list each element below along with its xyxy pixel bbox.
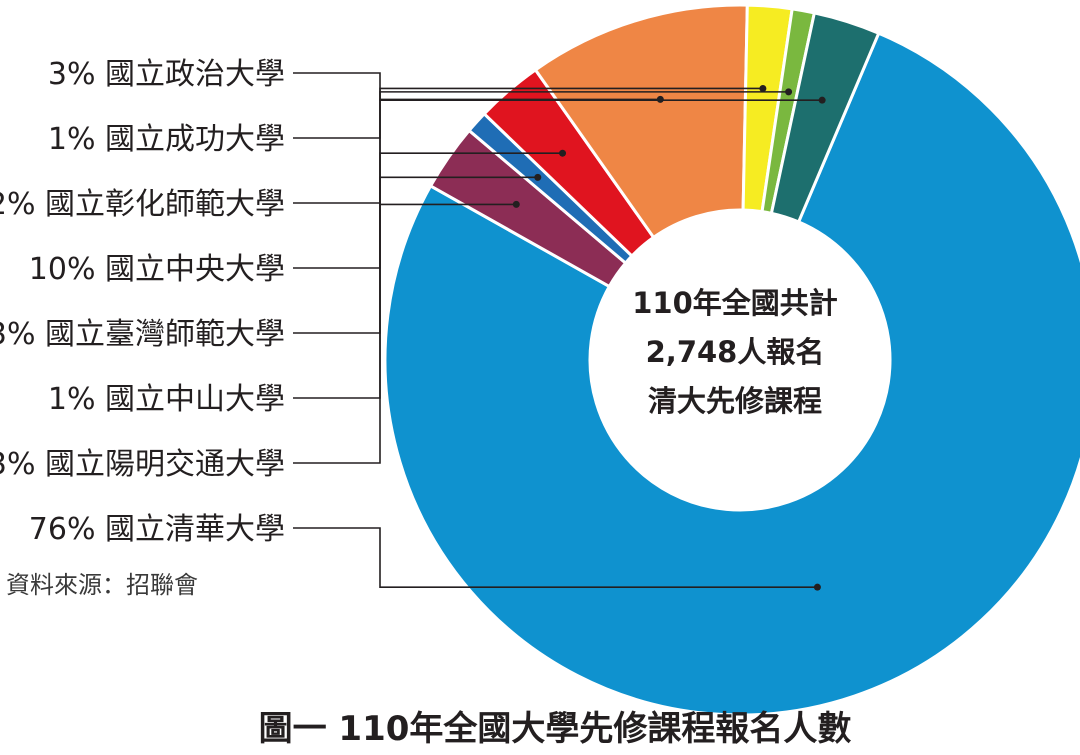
donut-slices (383, 3, 1080, 717)
slice-label-3: 10% 國立中央大學 (29, 252, 285, 287)
slice-label-0: 3% 國立政治大學 (48, 57, 285, 92)
leader-dot-3 (656, 95, 664, 103)
center-text-line-1: 110年全國共計 (632, 286, 838, 320)
slice-label-2: 2% 國立彰化師範大學 (0, 187, 285, 222)
center-text-line-2: 2,748人報名 (646, 335, 825, 369)
leader-dot-6 (512, 200, 520, 208)
donut-slice-4 (533, 3, 749, 240)
slice-label-4: 3% 國立臺灣師範大學 (0, 317, 285, 352)
slice-label-5: 1% 國立中山大學 (48, 382, 285, 417)
donut-slice-0 (383, 31, 1080, 717)
slice-labels: 3% 國立政治大學 1% 國立成功大學 2% 國立彰化師範大學 10% 國立中央大學 3… (0, 57, 285, 547)
chart-title: 圖一 110年全國大學先修課程報名人數 (259, 709, 852, 749)
slice-label-1: 1% 國立成功大學 (48, 122, 285, 157)
slice-label-7: 76% 國立清華大學 (29, 512, 285, 547)
source-note: 資料來源：招聯會 (6, 571, 198, 599)
leader-line-6 (293, 203, 517, 464)
slice-label-6: 3% 國立陽明交通大學 (0, 447, 285, 482)
center-text-line-3: 清大先修課程 (648, 384, 822, 418)
donut-slice-7 (769, 11, 881, 224)
leader-dot-4 (559, 149, 567, 157)
leader-dot-7 (813, 583, 821, 591)
leader-lines (293, 72, 826, 591)
leader-dot-0 (818, 96, 826, 104)
leader-dot-5 (534, 173, 542, 181)
leader-line-7 (293, 527, 818, 588)
leader-dot-2 (759, 84, 767, 92)
leader-dot-1 (785, 88, 793, 96)
